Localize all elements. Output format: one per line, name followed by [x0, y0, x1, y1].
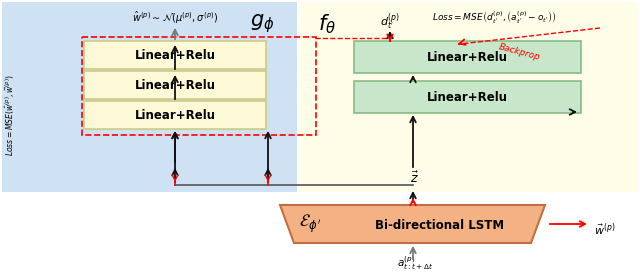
FancyBboxPatch shape: [354, 81, 581, 113]
FancyBboxPatch shape: [354, 41, 581, 73]
Text: $Loss=MSE(\hat{w}^{(p)},\vec{w}^{(p)})$: $Loss=MSE(\hat{w}^{(p)},\vec{w}^{(p)})$: [3, 74, 17, 156]
FancyBboxPatch shape: [84, 101, 266, 129]
Text: Linear+Relu: Linear+Relu: [134, 108, 216, 121]
Text: $\mathcal{E}_{\phi^{\prime}}$: $\mathcal{E}_{\phi^{\prime}}$: [299, 213, 321, 235]
FancyBboxPatch shape: [2, 2, 297, 192]
Text: $a_{t:t+\Delta t}^{(p)}$: $a_{t:t+\Delta t}^{(p)}$: [397, 254, 433, 272]
Text: Linear+Relu: Linear+Relu: [427, 51, 508, 63]
Text: $d_{t^{\prime}}^{(p)}$: $d_{t^{\prime}}^{(p)}$: [380, 11, 400, 33]
Polygon shape: [280, 205, 545, 243]
Text: $\hat{w}^{(p)}\sim\mathcal{N}(\mu^{(p)},\sigma^{(p)})$: $\hat{w}^{(p)}\sim\mathcal{N}(\mu^{(p)},…: [132, 10, 218, 26]
Text: $Loss=MSE\left(d_{t^{\prime}}^{(p)},\left(a_{t^{\prime}}^{(p)}-o_{t^{\prime}}\ri: $Loss=MSE\left(d_{t^{\prime}}^{(p)},\lef…: [432, 10, 557, 26]
Text: Backprop: Backprop: [498, 42, 541, 62]
FancyBboxPatch shape: [299, 2, 638, 192]
Text: Linear+Relu: Linear+Relu: [134, 78, 216, 91]
Text: Linear+Relu: Linear+Relu: [427, 91, 508, 103]
Text: Linear+Relu: Linear+Relu: [134, 48, 216, 61]
FancyBboxPatch shape: [84, 71, 266, 99]
FancyBboxPatch shape: [84, 41, 266, 69]
Text: $g_\phi$: $g_\phi$: [250, 12, 274, 35]
Text: $f_\theta$: $f_\theta$: [318, 12, 336, 36]
Text: Bi-directional LSTM: Bi-directional LSTM: [375, 219, 504, 232]
Text: $\vec{w}^{(p)}$: $\vec{w}^{(p)}$: [594, 222, 616, 238]
Text: $\vec{z}$: $\vec{z}$: [410, 170, 420, 186]
